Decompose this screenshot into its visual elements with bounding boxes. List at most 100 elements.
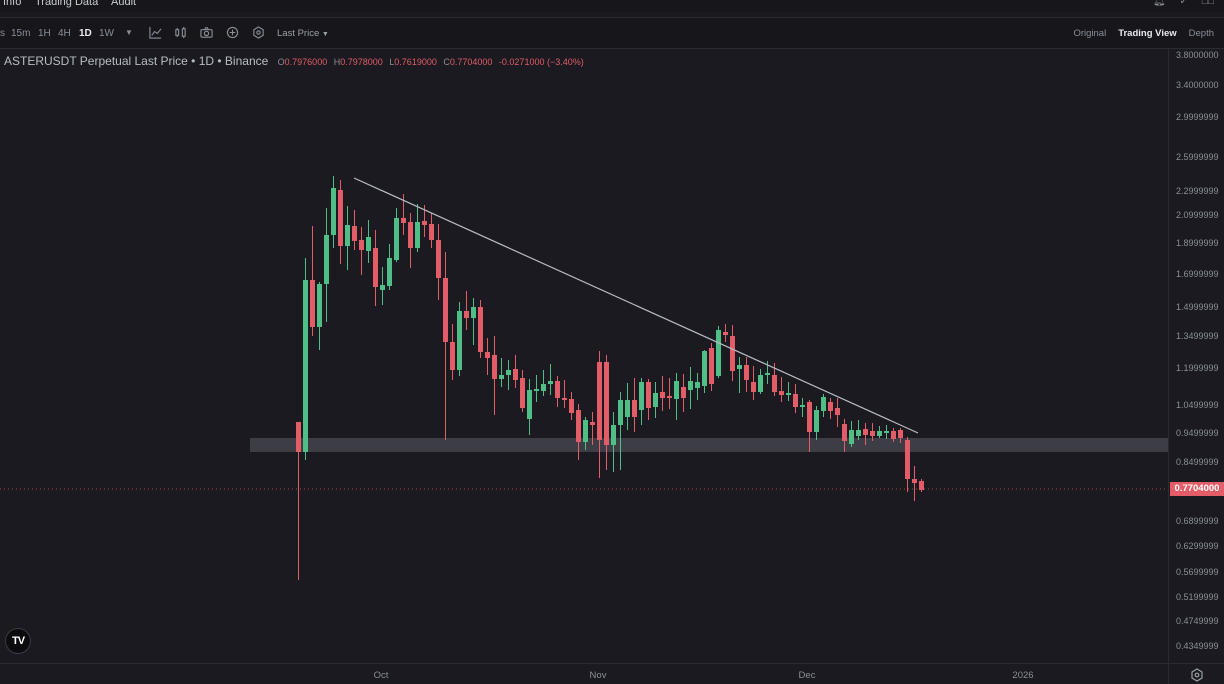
time-tick: 2026 bbox=[1012, 670, 1034, 681]
timeframe-15m[interactable]: 15m bbox=[11, 28, 31, 39]
candle-body bbox=[471, 307, 476, 318]
camera-icon[interactable] bbox=[199, 26, 213, 40]
candle-body bbox=[303, 280, 308, 452]
price-tick: 1.4999999 bbox=[1176, 302, 1219, 312]
chart-pane[interactable]: ASTERUSDT Perpetual Last Price • 1D • Bi… bbox=[0, 49, 1168, 663]
candle-body bbox=[660, 392, 665, 398]
candle-body bbox=[604, 362, 609, 445]
draw-icon[interactable]: ✓ bbox=[1179, 0, 1188, 7]
timeframe-1h[interactable]: 1H bbox=[38, 28, 51, 39]
candle-body bbox=[702, 351, 707, 386]
trendline[interactable] bbox=[353, 177, 919, 434]
candle-body bbox=[639, 382, 644, 410]
settings-icon[interactable] bbox=[251, 26, 265, 40]
candle-body bbox=[485, 352, 490, 358]
view-depth[interactable]: Depth bbox=[1188, 28, 1214, 39]
candle-body bbox=[828, 402, 833, 411]
chevron-down-icon: ▼ bbox=[321, 31, 329, 38]
candle-body bbox=[296, 422, 301, 452]
candle-body bbox=[310, 280, 315, 327]
tradingview-logo[interactable]: TV bbox=[5, 628, 31, 654]
time-tick: Oct bbox=[373, 670, 389, 681]
candle-body bbox=[779, 391, 784, 395]
nav-audit[interactable]: Audit bbox=[111, 0, 137, 8]
candle-body bbox=[373, 248, 378, 287]
candle-body bbox=[877, 431, 882, 436]
candle-body bbox=[744, 365, 749, 380]
price-tick: 1.6999999 bbox=[1176, 269, 1219, 279]
candle-body bbox=[583, 420, 588, 442]
candle-body bbox=[716, 330, 721, 376]
price-tick: 2.0999999 bbox=[1176, 210, 1219, 220]
settings-icon bbox=[1191, 668, 1203, 682]
timeframe-dropdown-icon[interactable]: ▼ bbox=[125, 28, 133, 37]
top-nav: Info Trading Data Audit 🔔︎ ✓ □□ bbox=[0, 0, 1224, 12]
candle-body bbox=[758, 375, 763, 392]
candle-body bbox=[457, 311, 462, 370]
layout-icon[interactable]: □□ bbox=[1201, 0, 1214, 7]
candle-body bbox=[331, 188, 336, 235]
view-original[interactable]: Original bbox=[1073, 28, 1107, 39]
candle-body bbox=[667, 396, 672, 398]
candle-body bbox=[765, 373, 770, 375]
candle-body bbox=[611, 425, 616, 445]
timeframe-4h[interactable]: 4H bbox=[58, 28, 71, 39]
candle-body bbox=[730, 336, 735, 371]
candle-body bbox=[807, 402, 812, 432]
candle-body bbox=[541, 384, 546, 391]
close-value: 0.7704000 bbox=[449, 57, 493, 67]
candle-body bbox=[821, 397, 826, 411]
nav-info[interactable]: Info bbox=[3, 0, 22, 8]
timeframe-seconds[interactable]: s bbox=[0, 28, 5, 39]
candle-body bbox=[506, 370, 511, 375]
candle-body bbox=[898, 430, 903, 438]
support-zone[interactable] bbox=[250, 438, 1168, 452]
candle-body bbox=[527, 390, 532, 419]
candle-body bbox=[793, 394, 798, 407]
timeframe-1d[interactable]: 1D bbox=[79, 28, 92, 39]
price-source-dropdown[interactable]: Last Price ▼ bbox=[277, 28, 329, 39]
candle-body bbox=[408, 222, 413, 248]
candle-type-icon[interactable] bbox=[173, 26, 187, 40]
indicator-icon[interactable] bbox=[148, 26, 162, 40]
candle-body bbox=[856, 430, 861, 436]
candle-body bbox=[709, 348, 714, 384]
time-axis[interactable]: Oct Nov Dec 2026 bbox=[0, 663, 1168, 684]
candle-body bbox=[380, 285, 385, 290]
candle-body bbox=[401, 218, 406, 223]
nav-trading-data[interactable]: Trading Data bbox=[35, 0, 99, 8]
candle-body bbox=[625, 400, 630, 417]
candlestick-plot[interactable] bbox=[0, 49, 1168, 663]
timeframe-1w[interactable]: 1W bbox=[99, 28, 114, 39]
candle-body bbox=[723, 332, 728, 335]
bell-icon[interactable]: 🔔︎ bbox=[1152, 0, 1166, 7]
time-tick: Dec bbox=[798, 670, 816, 681]
price-tick: 0.5699999 bbox=[1176, 567, 1219, 577]
candle-body bbox=[548, 381, 553, 384]
candle-body bbox=[737, 365, 742, 369]
candle-body bbox=[569, 399, 574, 413]
candle-body bbox=[324, 235, 329, 284]
candle-body bbox=[492, 355, 497, 379]
candle-body bbox=[800, 405, 805, 407]
view-switcher: Original Trading View Depth bbox=[1073, 28, 1214, 39]
candle-body bbox=[891, 431, 896, 439]
view-trading-view[interactable]: Trading View bbox=[1118, 28, 1177, 39]
candle-body bbox=[562, 398, 567, 400]
axis-settings-button[interactable] bbox=[1168, 663, 1224, 684]
price-tick: 0.6899999 bbox=[1176, 516, 1219, 526]
price-axis[interactable]: 0.7704000 3.8000000 3.4000000 2.9999999 2.5… bbox=[1168, 49, 1224, 663]
candle-body bbox=[772, 375, 777, 392]
candle-body bbox=[632, 400, 637, 417]
price-tick: 0.6299999 bbox=[1176, 541, 1219, 551]
low-value: 0.7619000 bbox=[394, 57, 437, 67]
candle-body bbox=[366, 237, 371, 251]
candle-body bbox=[415, 222, 420, 248]
high-value: 0.7978000 bbox=[340, 57, 383, 67]
price-tick: 1.0499999 bbox=[1176, 400, 1219, 410]
add-icon[interactable] bbox=[225, 26, 239, 40]
candle-body bbox=[688, 381, 693, 390]
candle-body bbox=[576, 410, 581, 442]
candle-body bbox=[814, 410, 819, 432]
candle-body bbox=[352, 226, 357, 241]
